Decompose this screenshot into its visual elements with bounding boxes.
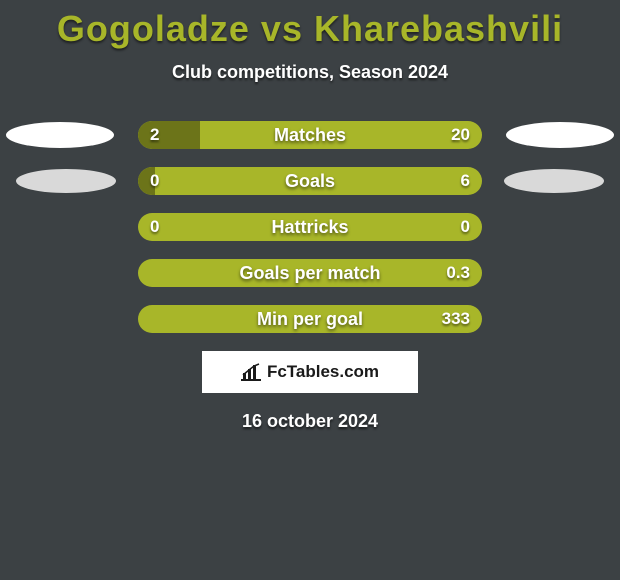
player-pill-left [6,122,114,148]
stat-value-right: 6 [461,167,470,195]
date-text: 16 october 2024 [0,411,620,432]
bar-chart-icon [241,363,261,381]
stat-value-right: 20 [451,121,470,149]
stat-bar-track [138,259,482,287]
stat-row: 06Goals [0,167,620,195]
subtitle: Club competitions, Season 2024 [0,62,620,83]
stat-value-left: 0 [150,213,159,241]
stats-container: 220Matches06Goals00Hattricks0.3Goals per… [0,121,620,333]
stat-bar-track [138,121,482,149]
stat-bar-track [138,167,482,195]
attribution-text: FcTables.com [267,362,379,382]
stat-value-right: 333 [442,305,470,333]
stat-row: 333Min per goal [0,305,620,333]
page-title: Gogoladze vs Kharebashvili [0,0,620,50]
stat-row: 00Hattricks [0,213,620,241]
player-pill-left [16,169,116,193]
stat-bar-track [138,213,482,241]
stat-row: 220Matches [0,121,620,149]
player-pill-right [506,122,614,148]
stat-value-left: 0 [150,167,159,195]
stat-bar-left-fill [138,121,200,149]
stat-value-right: 0.3 [446,259,470,287]
stat-bar-track [138,305,482,333]
stat-value-left: 2 [150,121,159,149]
player-pill-right [504,169,604,193]
stat-row: 0.3Goals per match [0,259,620,287]
stat-value-right: 0 [461,213,470,241]
attribution-badge: FcTables.com [202,351,418,393]
